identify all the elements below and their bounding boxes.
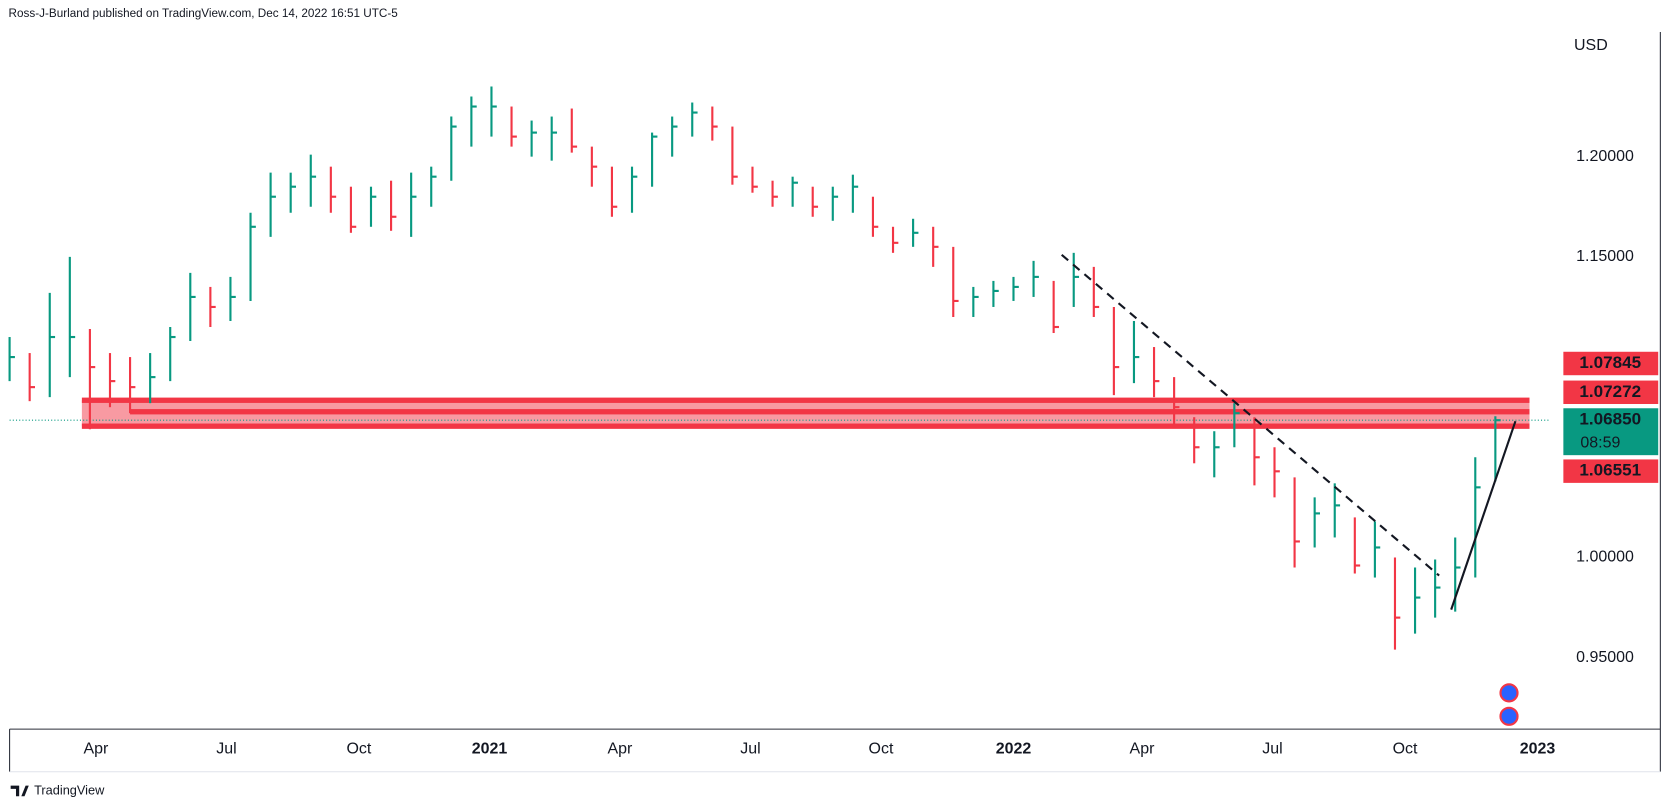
- price-label: 1.06850: [1579, 409, 1641, 428]
- x-tick-label: Jul: [216, 741, 236, 758]
- y-tick-label: 1.20000: [1576, 148, 1634, 165]
- footer: TradingView: [10, 782, 105, 797]
- x-tick-label: Oct: [1393, 741, 1418, 758]
- trendline: [1450, 420, 1517, 610]
- price-label: 1.07272: [1579, 382, 1641, 401]
- x-tick-label: Apr: [1130, 741, 1156, 758]
- y-tick-label: 1.00000: [1576, 549, 1634, 566]
- level-line: [81, 423, 1530, 429]
- y-tick-label: 1.15000: [1576, 248, 1634, 265]
- currency-label: USD: [1574, 37, 1608, 54]
- trendline: [1060, 254, 1440, 577]
- price-label-box: [1563, 408, 1659, 456]
- x-tick-label: Apr: [608, 741, 634, 758]
- x-tick-label: Jul: [1262, 741, 1282, 758]
- level-line: [81, 397, 1530, 403]
- us-flag-icon: [1499, 706, 1519, 726]
- x-tick-label: Oct: [869, 741, 894, 758]
- plot-area: [8, 86, 1551, 650]
- flags: [1499, 683, 1519, 726]
- brand-name: TradingView: [34, 782, 105, 797]
- x-tick-label: 2023: [1520, 741, 1556, 758]
- x-tick-label: Oct: [347, 741, 372, 758]
- price-label: 1.06551: [1579, 461, 1641, 480]
- publisher-header: Ross-J-Burland published on TradingView.…: [9, 7, 399, 20]
- price-label: 1.07845: [1579, 353, 1641, 372]
- level-line: [130, 409, 1530, 415]
- price-label-box: [1563, 459, 1659, 483]
- x-tick-label: 2022: [996, 741, 1032, 758]
- price-label-box: [1563, 380, 1659, 404]
- price-label-box: [1563, 351, 1659, 376]
- countdown: 08:59: [1580, 435, 1620, 452]
- x-tick-label: 2021: [472, 741, 508, 758]
- x-tick-label: Apr: [83, 741, 109, 758]
- price-labels: 1.07845 1.07272 1.06850 08:59 1.06551: [1563, 351, 1659, 483]
- x-tick-label: Jul: [740, 741, 760, 758]
- eu-flag-icon: [1499, 683, 1519, 703]
- y-tick-label: 0.95000: [1576, 649, 1634, 666]
- axis-mask: [1555, 29, 1660, 61]
- brand-logo: [10, 785, 29, 797]
